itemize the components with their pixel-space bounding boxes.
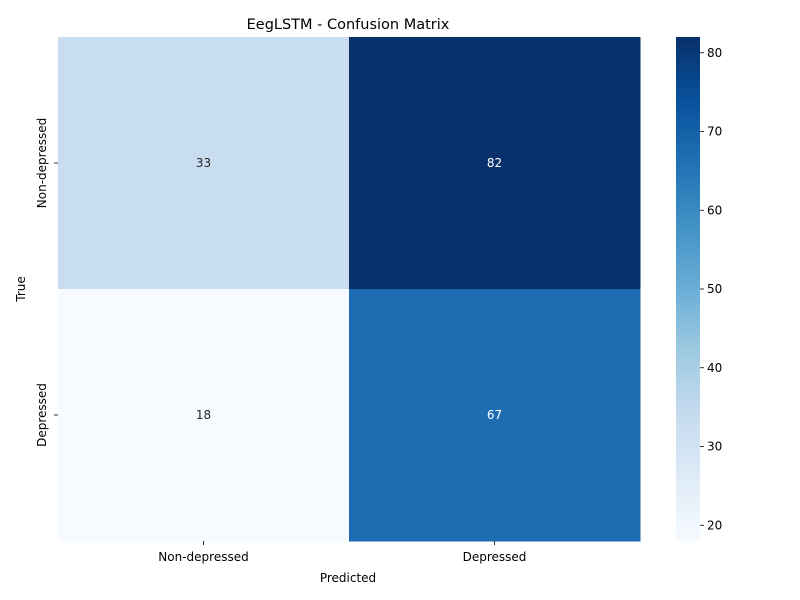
cell-value-label: 82	[487, 156, 502, 170]
colorbar-tick-label: 40	[707, 361, 722, 375]
colorbar-tick-label: 20	[707, 518, 722, 532]
heatmap-cells	[58, 37, 641, 542]
x-tick-label: Non-depressed	[158, 550, 248, 564]
colorbar-tick-label: 60	[707, 203, 722, 217]
colorbar	[676, 37, 700, 541]
cell-value-label: 67	[487, 408, 502, 422]
heatmap-cell	[58, 289, 350, 542]
colorbar-ticks: 20 30 40 50 60 70 80	[700, 46, 722, 532]
y-tick-label: Depressed	[35, 383, 49, 447]
heatmap-value-labels: 33 82 18 67	[196, 156, 502, 422]
x-axis-label: Predicted	[320, 571, 376, 585]
x-axis-ticks: Non-depressed Depressed	[158, 541, 526, 564]
chart-title: EegLSTM - Confusion Matrix	[247, 17, 450, 33]
cell-value-label: 33	[196, 156, 211, 170]
heatmap-cell	[349, 289, 641, 542]
y-axis-ticks: Non-depressed Depressed	[35, 118, 58, 447]
colorbar-tick-label: 80	[707, 46, 722, 60]
x-tick-label: Depressed	[463, 550, 527, 564]
y-tick-label: Non-depressed	[35, 118, 49, 208]
heatmap-cell	[58, 37, 350, 290]
colorbar-tick-label: 30	[707, 440, 722, 454]
colorbar-tick-label: 50	[707, 282, 722, 296]
cell-value-label: 18	[196, 408, 211, 422]
y-axis-label: True	[14, 276, 28, 303]
colorbar-tick-label: 70	[707, 125, 722, 139]
heatmap-cell	[349, 37, 641, 290]
